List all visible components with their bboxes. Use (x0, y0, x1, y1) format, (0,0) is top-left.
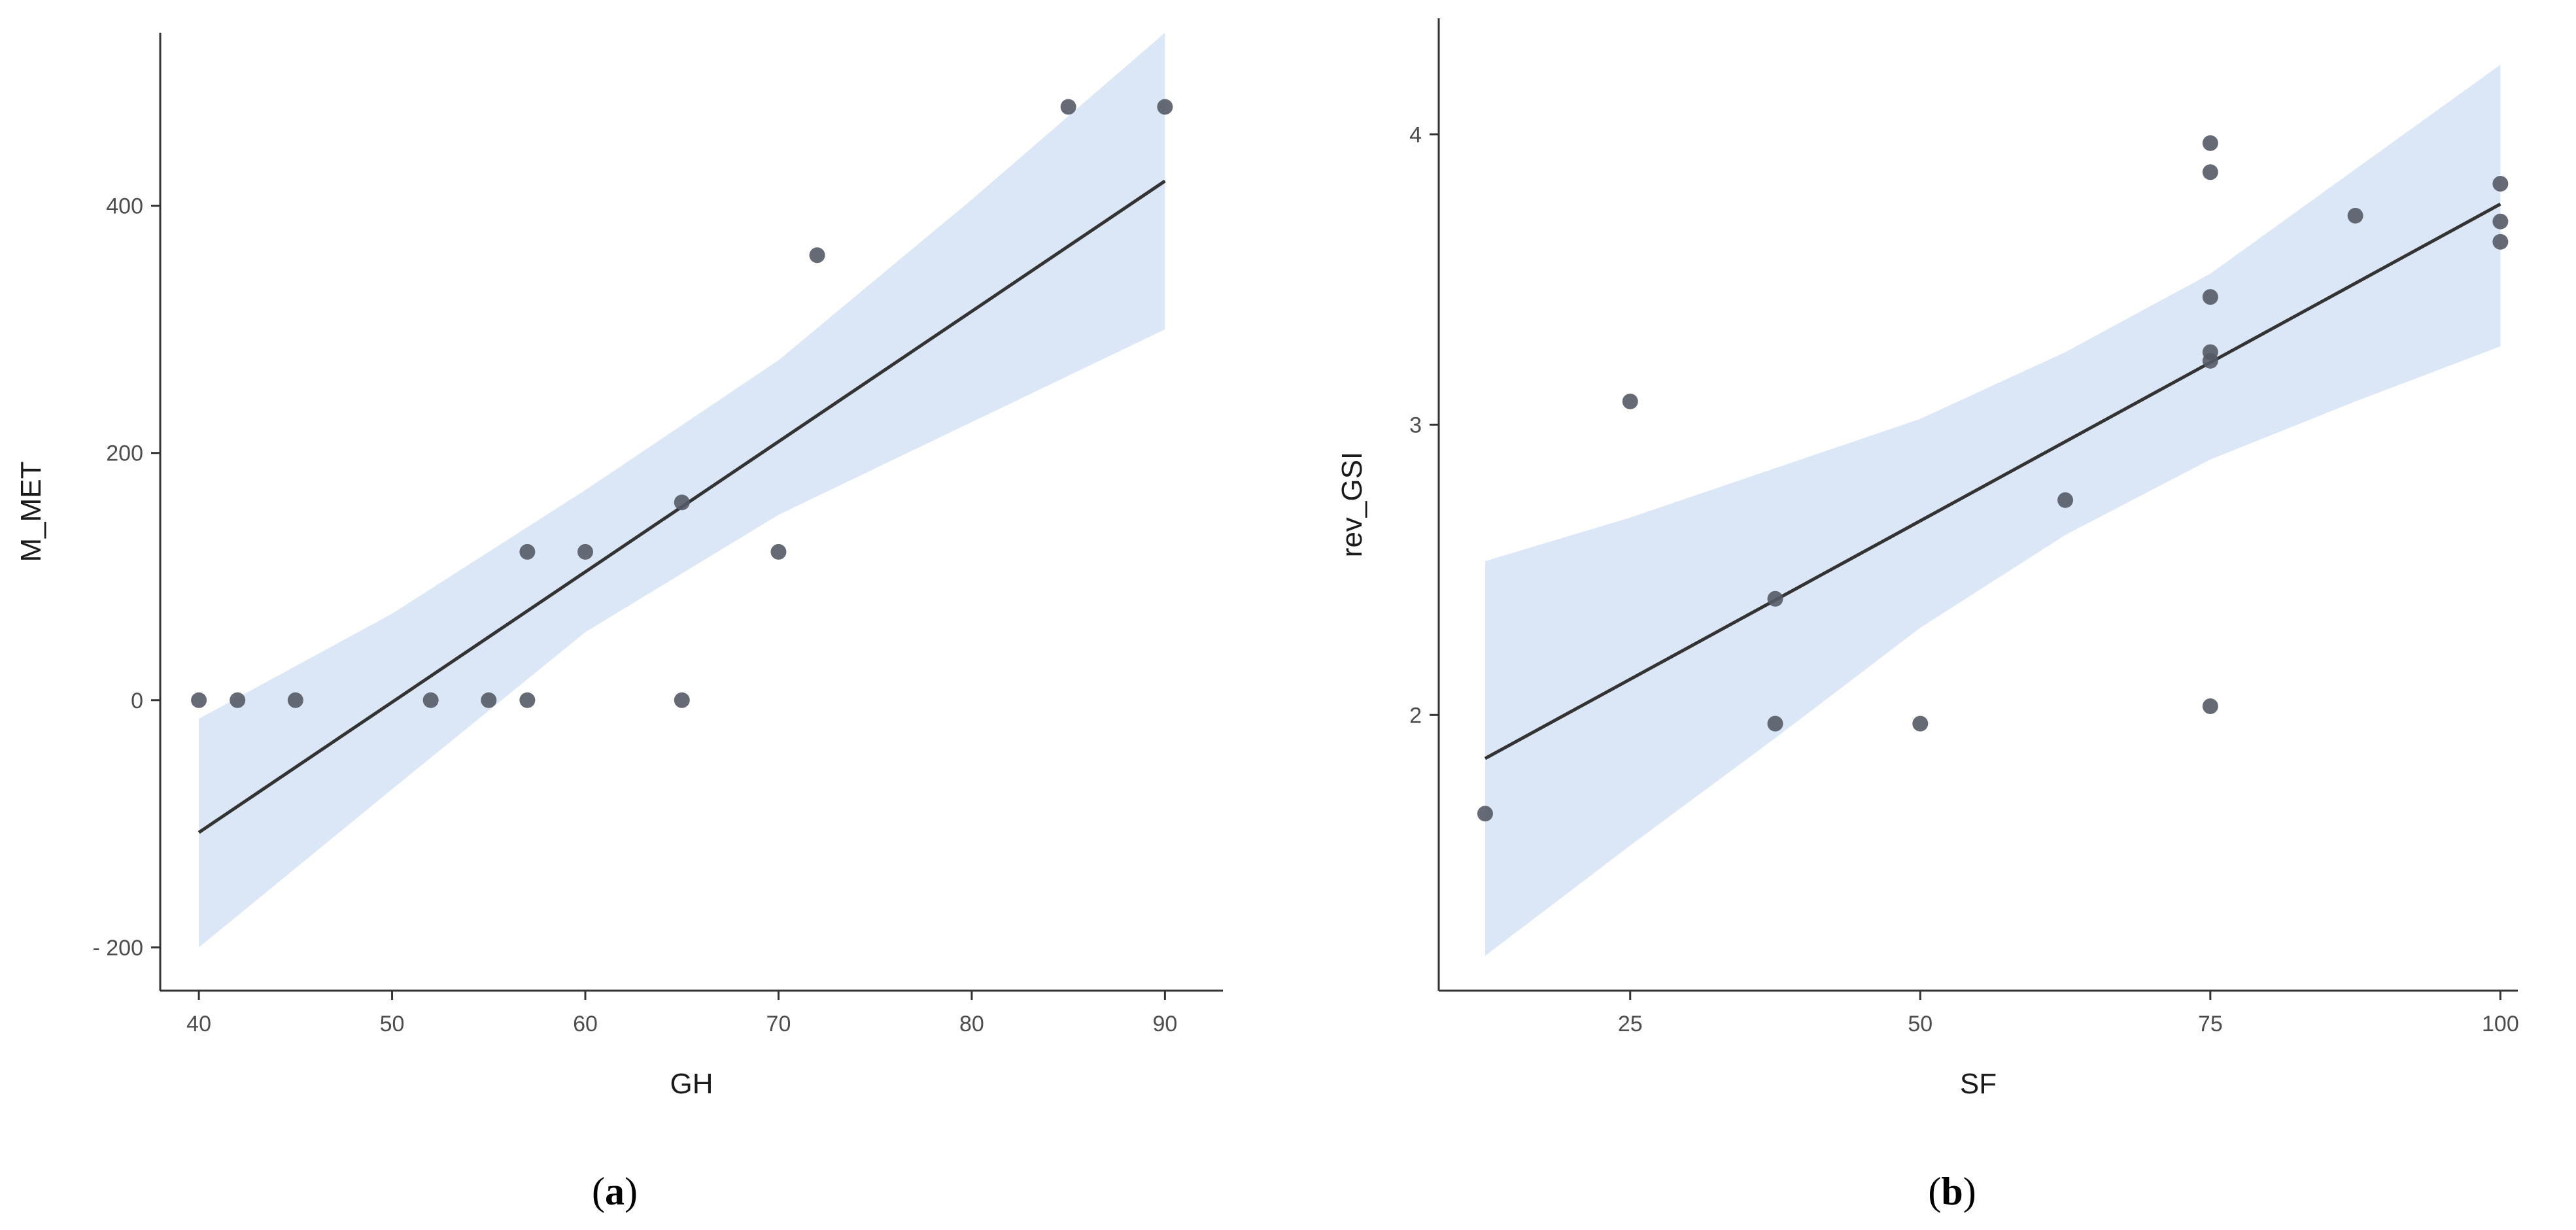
data-point (1622, 393, 1638, 409)
y-axis-title: M_MET (15, 462, 47, 562)
data-point (2202, 352, 2218, 369)
data-point (577, 543, 593, 560)
data-point (230, 692, 246, 708)
data-point (2057, 492, 2074, 508)
data-point (519, 543, 536, 560)
data-point (1767, 715, 1783, 732)
data-point (1157, 99, 1173, 115)
y-tick-label: 4 (1409, 123, 1422, 148)
confidence-band (1485, 65, 2501, 956)
y-tick-label: 2 (1409, 703, 1422, 728)
data-point (2202, 135, 2218, 151)
y-tick-label: 200 (106, 441, 143, 466)
data-point (770, 543, 787, 560)
data-point (674, 692, 690, 708)
panel-label-open: ( (592, 1170, 605, 1213)
y-tick-label: 0 (131, 689, 143, 713)
y-axis-title: rev_GSI (1336, 452, 1368, 557)
data-point (1912, 715, 1929, 732)
chart-panel-b: 25 50 75 100 2 3 4 SF rev_GSI (b) (1336, 18, 2519, 1213)
data-point (2492, 176, 2509, 192)
data-point (2202, 164, 2218, 180)
data-point (809, 247, 825, 264)
x-axis-title: GH (670, 1068, 713, 1100)
y-tick-label: 400 (106, 194, 143, 219)
x-tick-label: 75 (2198, 1012, 2223, 1036)
data-point (422, 692, 439, 708)
data-point (2202, 289, 2218, 305)
x-tick-label: 80 (959, 1012, 984, 1036)
x-tick-label: 60 (573, 1012, 598, 1036)
data-point (1767, 590, 1783, 607)
x-axis-title: SF (1960, 1068, 1997, 1100)
panel-label-close: ) (1963, 1170, 1976, 1213)
x-tick-label: 70 (766, 1012, 791, 1036)
panel-label: (b) (1928, 1170, 1976, 1213)
x-tick-label: 50 (1908, 1012, 1932, 1036)
data-point (2492, 213, 2509, 230)
panel-label-open: ( (1928, 1170, 1941, 1213)
panel-label: (a) (592, 1170, 638, 1213)
data-point (2202, 698, 2218, 714)
chart-panel-a: 40 50 60 70 80 90 - 200 0 200 400 GH M_MET (a) (15, 33, 1223, 1213)
data-point (481, 692, 497, 708)
data-point (2492, 233, 2509, 250)
data-point (191, 692, 207, 708)
x-tick-label: 25 (1618, 1012, 1643, 1036)
data-point (2347, 207, 2363, 224)
panel-label-letter: b (1941, 1170, 1963, 1213)
data-point (674, 494, 690, 511)
x-tick-label: 90 (1152, 1012, 1177, 1036)
data-point (519, 692, 536, 708)
regression-line (1484, 202, 2501, 760)
data-point (1477, 806, 1493, 822)
panel-label-close: ) (625, 1170, 638, 1213)
data-point (1060, 99, 1076, 115)
y-tick-label: 3 (1409, 413, 1422, 437)
x-tick-label: 50 (380, 1012, 405, 1036)
panel-label-letter: a (605, 1170, 625, 1213)
x-tick-label: 40 (186, 1012, 211, 1036)
y-tick-label: - 200 (93, 936, 144, 961)
data-point (287, 692, 303, 708)
confidence-band (199, 33, 1165, 948)
x-tick-label: 100 (2482, 1012, 2519, 1036)
